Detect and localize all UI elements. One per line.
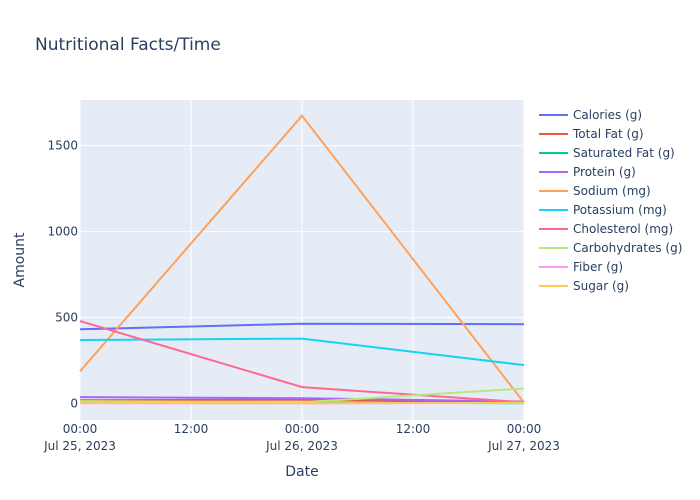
series-line-3	[79, 396, 525, 403]
series-line-9	[79, 401, 525, 405]
legend-item[interactable]: Fiber (g)	[539, 260, 623, 274]
legend-label: Carbohydrates (g)	[573, 241, 682, 255]
legend-item[interactable]: Calories (g)	[539, 108, 642, 122]
x-tick-date-label: Jul 27, 2023	[487, 439, 560, 453]
y-tick-label: 1500	[47, 139, 78, 153]
y-tick-labels: 0 500 1000 1500	[47, 139, 78, 411]
legend-label: Sodium (mg)	[573, 184, 651, 198]
x-tick-date-label: Jul 25, 2023	[43, 439, 116, 453]
legend-label: Saturated Fat (g)	[573, 146, 675, 160]
legend-label: Fiber (g)	[573, 260, 623, 274]
x-tick-label: 12:00	[174, 422, 209, 436]
legend-item[interactable]: Total Fat (g)	[539, 127, 644, 141]
legend-item[interactable]: Protein (g)	[539, 165, 636, 179]
y-tick-label: 0	[70, 397, 78, 411]
legend-item[interactable]: Sugar (g)	[539, 279, 629, 293]
legend-item[interactable]: Carbohydrates (g)	[539, 241, 682, 255]
legend-item[interactable]: Cholesterol (mg)	[539, 222, 673, 236]
chart-title: Nutritional Facts/Time	[35, 35, 221, 55]
series-lines	[79, 114, 525, 405]
legend-item[interactable]: Potassium (mg)	[539, 203, 667, 217]
x-tick-labels: 00:00 Jul 25, 2023 12:00 00:00 Jul 26, 2023 1…	[43, 422, 560, 453]
legend-item[interactable]: Saturated Fat (g)	[539, 146, 675, 160]
x-tick-label: 00:00	[285, 422, 320, 436]
legend-label: Protein (g)	[573, 165, 636, 179]
legend-label: Potassium (mg)	[573, 203, 667, 217]
x-tick-label: 00:00	[63, 422, 98, 436]
legend-label: Calories (g)	[573, 108, 642, 122]
legend-item[interactable]: Sodium (mg)	[539, 184, 651, 198]
legend-label: Total Fat (g)	[572, 127, 644, 141]
series-line-0	[79, 322, 525, 331]
x-tick-date-label: Jul 26, 2023	[265, 439, 338, 453]
legend-label: Cholesterol (mg)	[573, 222, 673, 236]
x-axis-title: Date	[285, 464, 318, 480]
y-axis-title: Amount	[12, 232, 28, 288]
y-tick-label: 500	[55, 311, 78, 325]
series-line-1	[79, 398, 525, 404]
x-tick-label: 12:00	[396, 422, 431, 436]
y-tick-label: 1000	[47, 225, 78, 239]
legend-label: Sugar (g)	[573, 279, 629, 293]
legend[interactable]: Calories (g) Total Fat (g) Saturated Fat (…	[539, 108, 682, 293]
series-line-5	[79, 337, 525, 367]
series-line-4	[79, 114, 525, 404]
series-line-6	[79, 320, 525, 404]
x-tick-label: 00:00	[507, 422, 542, 436]
